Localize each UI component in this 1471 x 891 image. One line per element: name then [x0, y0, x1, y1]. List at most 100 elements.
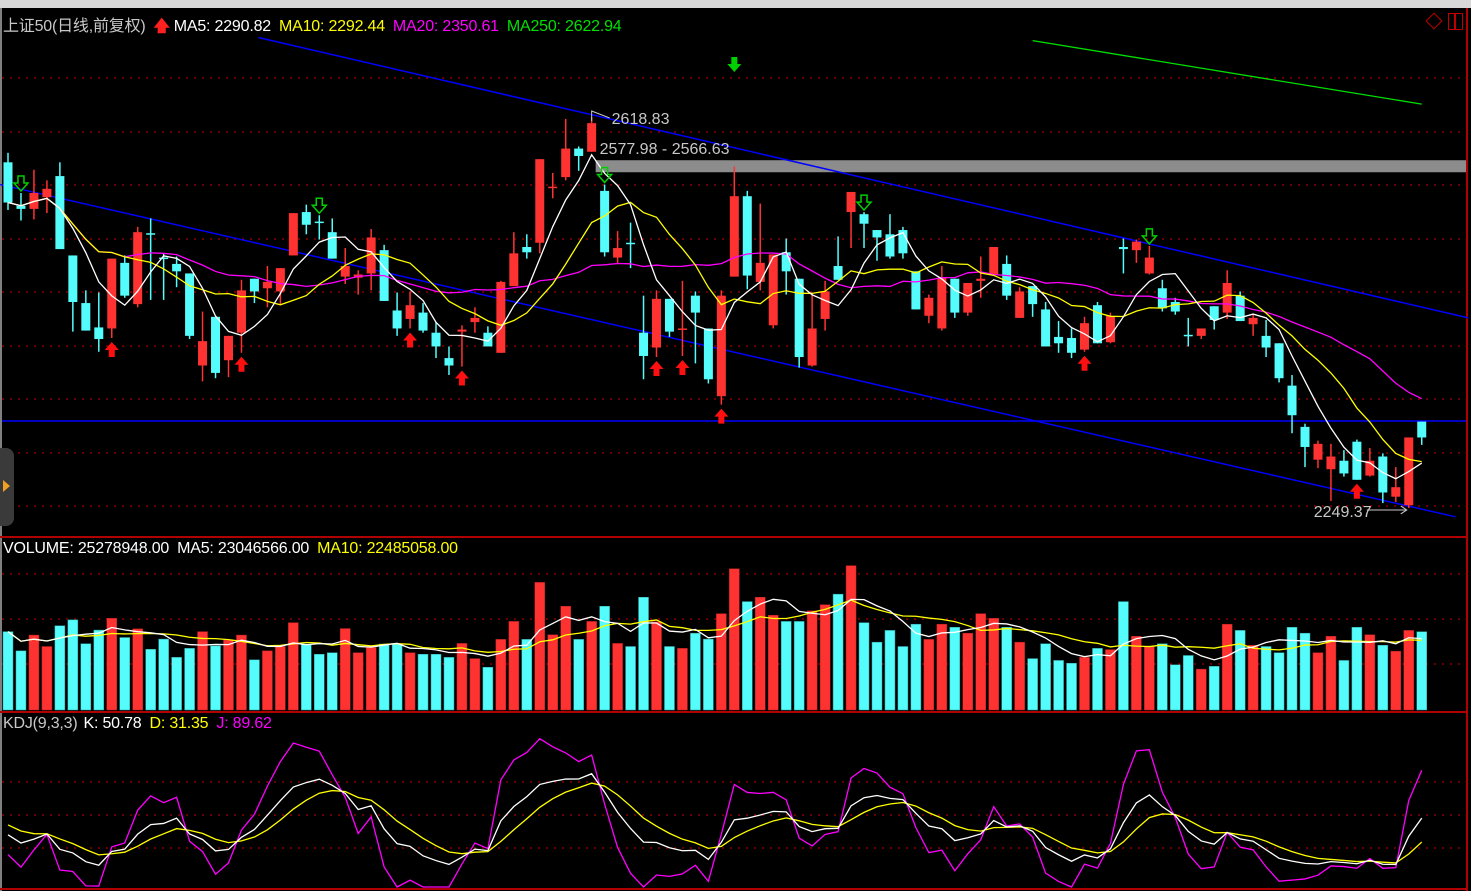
volume-bar — [599, 605, 610, 711]
volume-bar — [1364, 634, 1376, 711]
candle — [1118, 238, 1128, 274]
candle-body — [911, 271, 921, 310]
volume-bar — [962, 632, 974, 711]
volume-bar — [793, 621, 805, 711]
candle-body — [677, 328, 687, 330]
candle — [81, 290, 91, 331]
candle — [937, 266, 947, 331]
candle — [807, 292, 817, 367]
candle — [1391, 467, 1401, 503]
volume-bar — [1079, 657, 1090, 711]
candle-body — [1235, 295, 1245, 322]
candle-body — [1054, 336, 1064, 344]
volume-bar — [508, 621, 520, 711]
volume-bar — [612, 643, 623, 711]
candle — [405, 291, 415, 329]
candle-body — [1015, 291, 1025, 318]
candle — [755, 203, 765, 291]
candle — [742, 190, 752, 290]
volume-bar — [339, 628, 351, 711]
volume-bar — [534, 582, 546, 711]
candle-body — [340, 266, 350, 277]
candle — [716, 290, 726, 405]
volume-bar — [742, 601, 753, 711]
candle — [1378, 453, 1388, 504]
candle — [963, 282, 973, 316]
volume-bar — [391, 643, 403, 711]
volume-bar — [1312, 652, 1324, 711]
volume-value: VOLUME: 25278948.00 — [3, 540, 170, 557]
volume-bar — [871, 641, 883, 711]
candle — [496, 280, 506, 353]
candle — [1326, 443, 1336, 501]
volume-bar — [625, 646, 636, 711]
volume-bar — [586, 621, 597, 711]
volume-bar — [988, 618, 999, 711]
candle-body — [1391, 487, 1401, 497]
candle — [262, 266, 272, 308]
candle-body — [211, 316, 221, 373]
volume-ma10-value: MA10: 22485058.00 — [317, 540, 458, 557]
ma250-line — [1032, 39, 1422, 105]
left-collapse-tab[interactable] — [0, 448, 14, 526]
candle-body — [1105, 315, 1115, 343]
candle-body — [1222, 282, 1232, 313]
high-price-label: 2618.83 — [612, 111, 670, 128]
candle-body — [288, 213, 298, 256]
moving-average-lines — [7, 39, 1423, 480]
candle-body — [859, 214, 869, 224]
candle-body — [1002, 263, 1012, 296]
candle-body — [820, 291, 830, 319]
volume-bar — [495, 639, 507, 711]
candle — [950, 278, 960, 318]
ma250-value: MA250: 2622.94 — [506, 18, 622, 35]
candle-body — [327, 232, 337, 259]
candle-body — [781, 252, 791, 272]
buy-arrow-icon — [454, 370, 469, 386]
volume-bar — [352, 652, 364, 711]
buy-arrow-icon — [649, 361, 664, 377]
candle — [976, 256, 986, 298]
volume-bar — [404, 652, 416, 711]
candle-body — [937, 277, 947, 329]
panes-icon[interactable] — [1448, 13, 1463, 30]
buy-arrow-icon — [1077, 355, 1092, 371]
candle-body — [1118, 246, 1128, 250]
candle — [94, 292, 104, 352]
candle-body — [1080, 323, 1090, 350]
volume-bar — [301, 643, 312, 711]
volume-bar — [547, 634, 558, 711]
volume-bar — [521, 639, 533, 711]
candle-body — [1131, 241, 1141, 251]
candle — [1131, 239, 1141, 263]
chart-background — [0, 8, 1471, 891]
volume-bar — [1273, 652, 1285, 711]
volume-bar — [1092, 648, 1103, 711]
candle-body — [262, 281, 272, 289]
candle-body — [1092, 305, 1102, 344]
volume-bar — [716, 613, 727, 711]
candle — [1248, 314, 1258, 336]
candle-body — [755, 262, 765, 282]
volume-bar — [755, 597, 766, 711]
candle-body — [1417, 421, 1427, 438]
candle-body — [1326, 456, 1336, 470]
left-collapse-tab-icon — [3, 480, 10, 492]
candle-body — [159, 257, 169, 260]
volume-bar — [158, 638, 169, 711]
volume-bar — [262, 650, 273, 711]
candle — [327, 218, 337, 259]
gap-range-label: 2577.98 - 2566.63 — [600, 141, 730, 158]
volume-bar — [1118, 601, 1129, 711]
volume-bar — [1299, 632, 1311, 711]
volume-bar — [275, 646, 286, 711]
candle — [652, 290, 661, 358]
candle-body — [535, 159, 545, 243]
candle-body — [1248, 317, 1258, 325]
buy-arrow-icon — [675, 359, 690, 375]
volume-bar — [482, 667, 494, 711]
volume-bar — [223, 639, 234, 711]
candle-body — [924, 297, 934, 316]
candle-body — [1170, 302, 1180, 312]
